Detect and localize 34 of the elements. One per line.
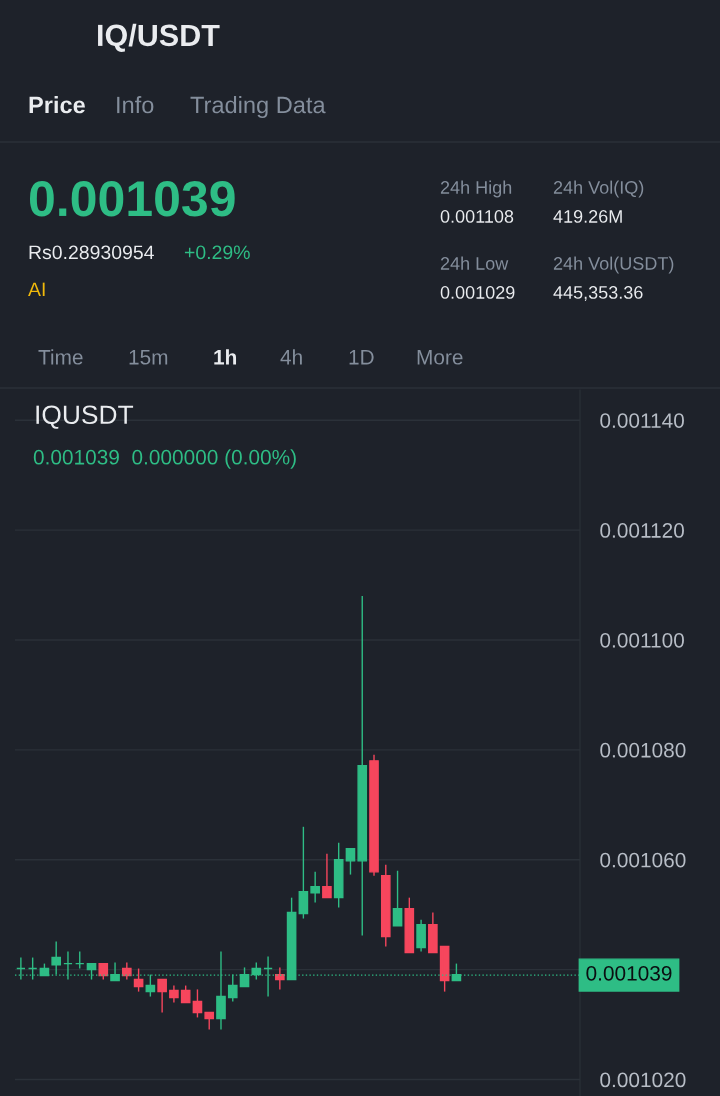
annotation: 0.001039 0.000000 (0.00%)	[33, 449, 296, 469]
text: 24h Vol(IQ)	[553, 180, 644, 198]
text: 1D	[349, 350, 374, 365]
candlestick	[333, 842, 344, 909]
y-tick-label: 0.001020	[600, 1072, 686, 1088]
text: 0.001108	[440, 210, 514, 223]
text: Info	[117, 96, 154, 114]
y-tick-label: 0.001120	[600, 523, 684, 538]
text: 15m	[129, 350, 168, 365]
annotation: IQUSDT	[36, 405, 134, 429]
text: 4h	[280, 349, 302, 365]
text: 1h	[214, 349, 237, 365]
candlestick	[380, 864, 391, 948]
text: +0.29%	[184, 245, 250, 260]
y-tick-label: 0.001140	[600, 413, 684, 428]
text: 24h Low	[440, 256, 509, 270]
text: 24h Vol(USDT)	[553, 256, 674, 274]
text: AI	[28, 282, 45, 297]
candlestick	[357, 595, 368, 937]
text: Price	[29, 96, 85, 114]
chart-title: IQ/USDT	[98, 23, 220, 52]
text: 0.001039	[29, 181, 235, 217]
text: 419.26M	[553, 210, 622, 223]
text: Rs0.28930954	[29, 245, 154, 260]
text: Trading Data	[190, 96, 326, 119]
y-tick-label: 0.001060	[600, 852, 686, 868]
text: 24h High	[440, 180, 512, 198]
text: Time	[38, 349, 83, 365]
text: 0.001029	[440, 286, 515, 299]
y-tick-label: 0.001080	[600, 742, 686, 758]
y-tick-label: 0.001100	[600, 632, 684, 648]
text: 445,353.36	[553, 286, 643, 301]
ref-line-label: 0.001039	[586, 965, 672, 981]
text: More	[417, 350, 463, 365]
